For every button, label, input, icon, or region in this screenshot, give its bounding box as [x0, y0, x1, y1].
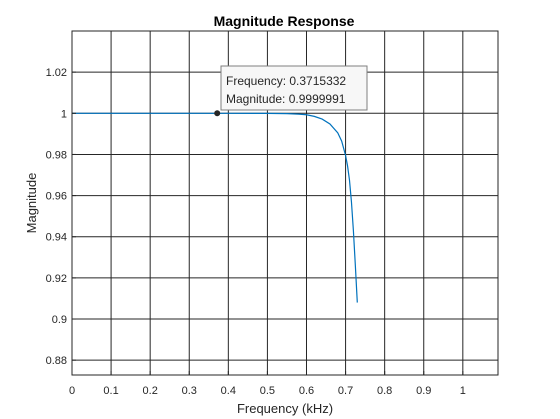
data-tip-marker[interactable] — [214, 110, 221, 117]
series-layer — [72, 112, 358, 303]
data-tip-box — [220, 65, 368, 111]
y-axis-label: Magnitude — [24, 173, 39, 234]
x-tick-label: 0.3 — [182, 385, 197, 397]
data-tip-frequency: Frequency: 0.3715332 — [226, 74, 346, 88]
y-tick-label: 1 — [61, 108, 67, 120]
x-tick-label: 0.2 — [143, 385, 158, 397]
y-tick-label: 0.94 — [46, 232, 67, 244]
x-tick-label: 1 — [460, 385, 466, 397]
y-tick-label: 0.92 — [46, 273, 67, 285]
x-axis-ticks: 0 0.1 0.2 0.3 0.4 0.5 0.6 0.7 0.8 0.9 1 — [69, 371, 466, 397]
y-tick-label: 0.88 — [46, 355, 67, 367]
x-axis-label: Frequency (kHz) — [237, 401, 333, 416]
y-tick-label: 0.9 — [52, 314, 67, 326]
x-tick-label: 0.7 — [338, 385, 353, 397]
chart-title: Magnitude Response — [214, 13, 355, 29]
x-tick-label: 0.1 — [103, 385, 118, 397]
data-tip-magnitude: Magnitude: 0.9999991 — [226, 92, 346, 106]
y-axis-ticks: 0.88 0.9 0.92 0.94 0.96 0.98 1 1.02 — [46, 67, 76, 367]
y-tick-label: 0.98 — [46, 149, 67, 161]
series-line — [72, 112, 358, 303]
x-tick-label: 0 — [69, 385, 75, 397]
data-tip[interactable]: Frequency: 0.3715332 Magnitude: 0.999999… — [214, 65, 368, 117]
x-tick-label: 0.6 — [299, 385, 314, 397]
x-tick-label: 0.8 — [377, 385, 392, 397]
x-tick-label: 0.5 — [260, 385, 275, 397]
y-tick-label: 1.02 — [46, 67, 67, 79]
plot-frame — [71, 30, 499, 376]
x-tick-label: 0.9 — [416, 385, 431, 397]
x-tick-label: 0.4 — [221, 385, 236, 397]
y-tick-label: 0.96 — [46, 191, 67, 203]
